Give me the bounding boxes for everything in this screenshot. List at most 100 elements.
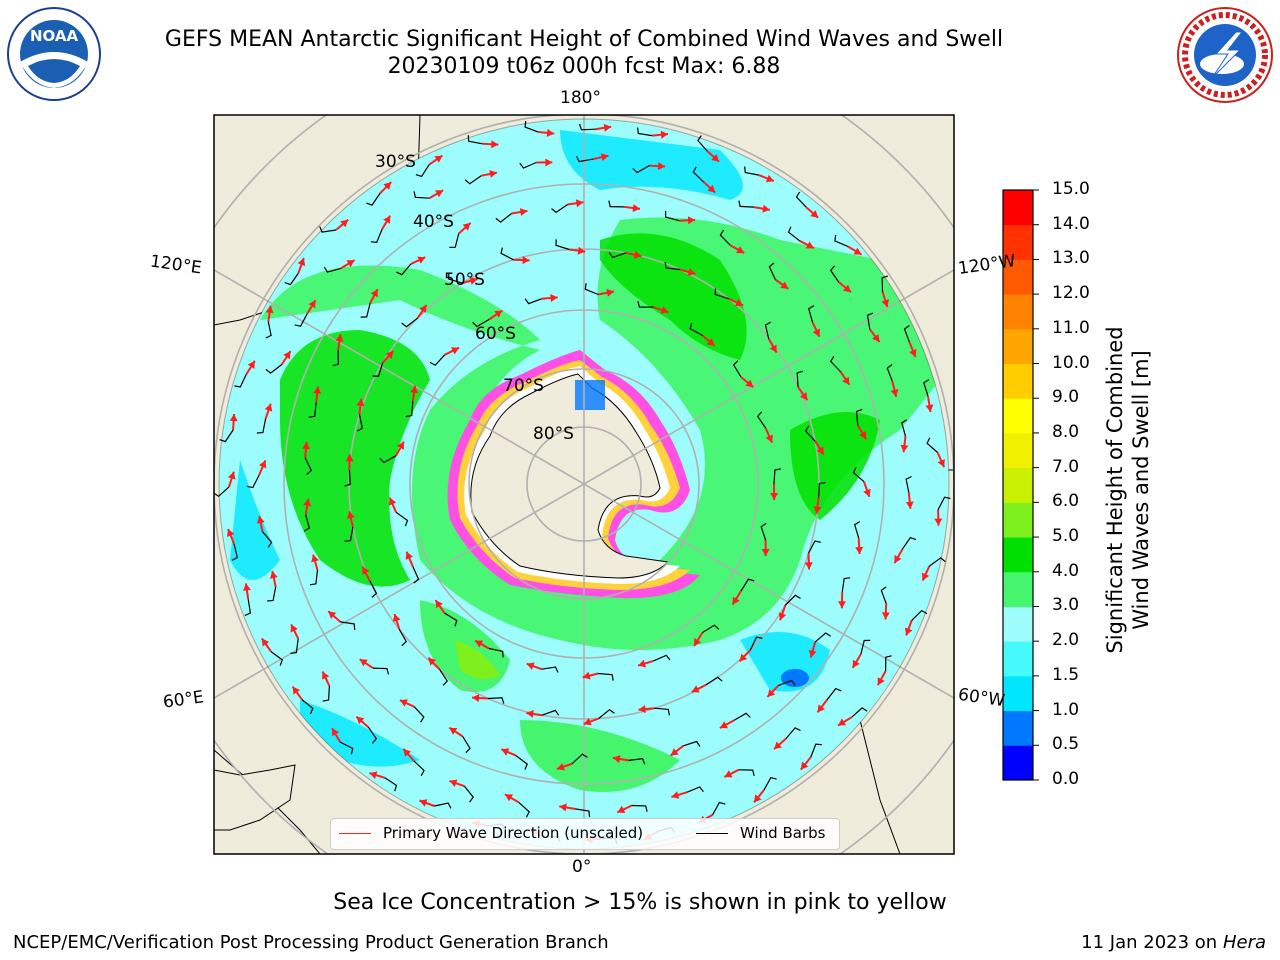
wind-barb bbox=[541, 666, 559, 673]
wave-arrow-head bbox=[359, 659, 368, 667]
ross-sea-low-waves bbox=[575, 380, 605, 410]
wave-arrow-head bbox=[838, 601, 846, 609]
wave-arrow-head bbox=[383, 182, 392, 190]
colorbar-tick-label: 9.0 bbox=[1052, 387, 1080, 408]
wind-barb bbox=[467, 135, 483, 145]
wind-barb bbox=[571, 753, 588, 765]
wind-barb bbox=[637, 127, 653, 137]
lon-label-0: 0° bbox=[572, 857, 592, 877]
wave-arrow-head bbox=[264, 403, 273, 412]
wind-barb bbox=[413, 191, 430, 199]
wind-barb bbox=[366, 193, 381, 206]
wave-arrow-head bbox=[449, 779, 458, 787]
wind-barb bbox=[284, 272, 299, 286]
wave-arrow-head bbox=[469, 277, 478, 285]
colorbar-tick-label: 10.0 bbox=[1052, 352, 1090, 373]
colorbar-title-line1: Significant Height of Combined bbox=[1103, 326, 1127, 653]
wind-barb bbox=[413, 760, 425, 777]
colorbar-tick-label: 6.0 bbox=[1052, 491, 1080, 512]
wave-arrow-head bbox=[583, 717, 592, 726]
wind-barb bbox=[495, 213, 512, 223]
wind-barb bbox=[880, 586, 887, 604]
wind-barb bbox=[764, 321, 771, 339]
wind-barb bbox=[551, 204, 568, 214]
wind-barb bbox=[413, 706, 425, 723]
wave-arrow-head bbox=[638, 705, 646, 714]
wind-barb bbox=[796, 370, 804, 388]
wave-arrow-head bbox=[767, 689, 776, 697]
wave-arrow-head bbox=[388, 497, 397, 506]
wind-barb bbox=[807, 540, 821, 554]
wind-barb bbox=[744, 166, 760, 176]
wave-arrow-head bbox=[362, 566, 370, 575]
wave-arrow-head bbox=[719, 721, 728, 729]
wave-arrow-head bbox=[852, 659, 860, 668]
wind-barb bbox=[464, 175, 482, 185]
wave-arrow-head bbox=[313, 386, 322, 394]
wave-arrow-head bbox=[687, 216, 696, 225]
wave-arrow-head bbox=[297, 258, 306, 266]
wind-barb bbox=[756, 411, 767, 429]
wave-arrow-head bbox=[800, 392, 808, 401]
wave-arrow-head bbox=[612, 755, 621, 763]
wind-barb bbox=[401, 317, 418, 328]
wave-arrow-head bbox=[724, 770, 733, 778]
wave-arrow-head bbox=[694, 638, 702, 647]
wind-barb bbox=[598, 708, 615, 719]
wave-arrow-head bbox=[302, 442, 310, 450]
wind-barb-legend-label: Wind Barbs bbox=[740, 824, 826, 842]
wave-arrow-head bbox=[617, 805, 626, 813]
wind-barb bbox=[841, 577, 851, 593]
wind-barb bbox=[697, 135, 708, 152]
wind-barb bbox=[339, 741, 354, 755]
wind-barb bbox=[787, 226, 800, 242]
wave-arrow-head bbox=[805, 241, 814, 249]
wave-arrow-head bbox=[670, 748, 679, 756]
wave-arrow-head bbox=[638, 659, 646, 668]
wind-barb bbox=[405, 401, 414, 418]
wave-arrow-head bbox=[732, 596, 740, 605]
colorbar-tick-label: 12.0 bbox=[1052, 283, 1090, 304]
colorbar-tick-label: 15.0 bbox=[1052, 179, 1090, 199]
colorbar-segment bbox=[1003, 641, 1033, 677]
wind-barb bbox=[395, 511, 409, 527]
wave-arrow-head bbox=[545, 158, 553, 167]
wave-arrow-head bbox=[227, 471, 236, 480]
wave-arrow-head bbox=[335, 334, 344, 342]
wind-barb bbox=[686, 786, 704, 793]
wind-barb bbox=[579, 123, 596, 131]
wave-arrow-head bbox=[905, 501, 914, 509]
wave-arrow-head bbox=[937, 459, 945, 468]
colorbar-tick-label: 11.0 bbox=[1052, 317, 1090, 338]
wave-arrow-head bbox=[311, 554, 319, 563]
colorbar-segment bbox=[1003, 606, 1033, 642]
wave-arrow-head bbox=[736, 246, 745, 254]
wind-barb bbox=[344, 470, 351, 487]
wave-arrow-head bbox=[706, 338, 715, 346]
wave-arrow-head bbox=[369, 771, 378, 779]
wind-barb bbox=[415, 164, 430, 178]
wind-barb bbox=[860, 639, 871, 655]
lon-label-180: 180° bbox=[560, 88, 601, 108]
wave-arrow-head bbox=[761, 549, 770, 556]
wave-arrow-head bbox=[925, 404, 934, 412]
wind-barb bbox=[372, 667, 389, 675]
wind-barb bbox=[705, 676, 723, 686]
colorbar-segment bbox=[1003, 363, 1033, 399]
wind-barb bbox=[370, 229, 383, 244]
wave-arrow-head bbox=[582, 671, 591, 680]
wind-barb bbox=[319, 226, 337, 233]
wave-arrow-head bbox=[853, 247, 862, 255]
wind-barb bbox=[628, 758, 646, 765]
wave-arrow-head bbox=[501, 748, 510, 756]
colorbar-segment bbox=[1003, 294, 1033, 330]
wind-barb bbox=[901, 536, 917, 550]
wave-arrow-head bbox=[810, 210, 819, 218]
wave-arrow-head bbox=[909, 349, 917, 357]
colorbar-tick-label: 4.0 bbox=[1052, 560, 1080, 581]
wind-barb bbox=[785, 727, 801, 739]
wind-barb bbox=[778, 679, 796, 686]
wind-barb bbox=[322, 685, 330, 702]
graticule bbox=[214, 115, 954, 854]
wind-barb bbox=[267, 586, 277, 602]
